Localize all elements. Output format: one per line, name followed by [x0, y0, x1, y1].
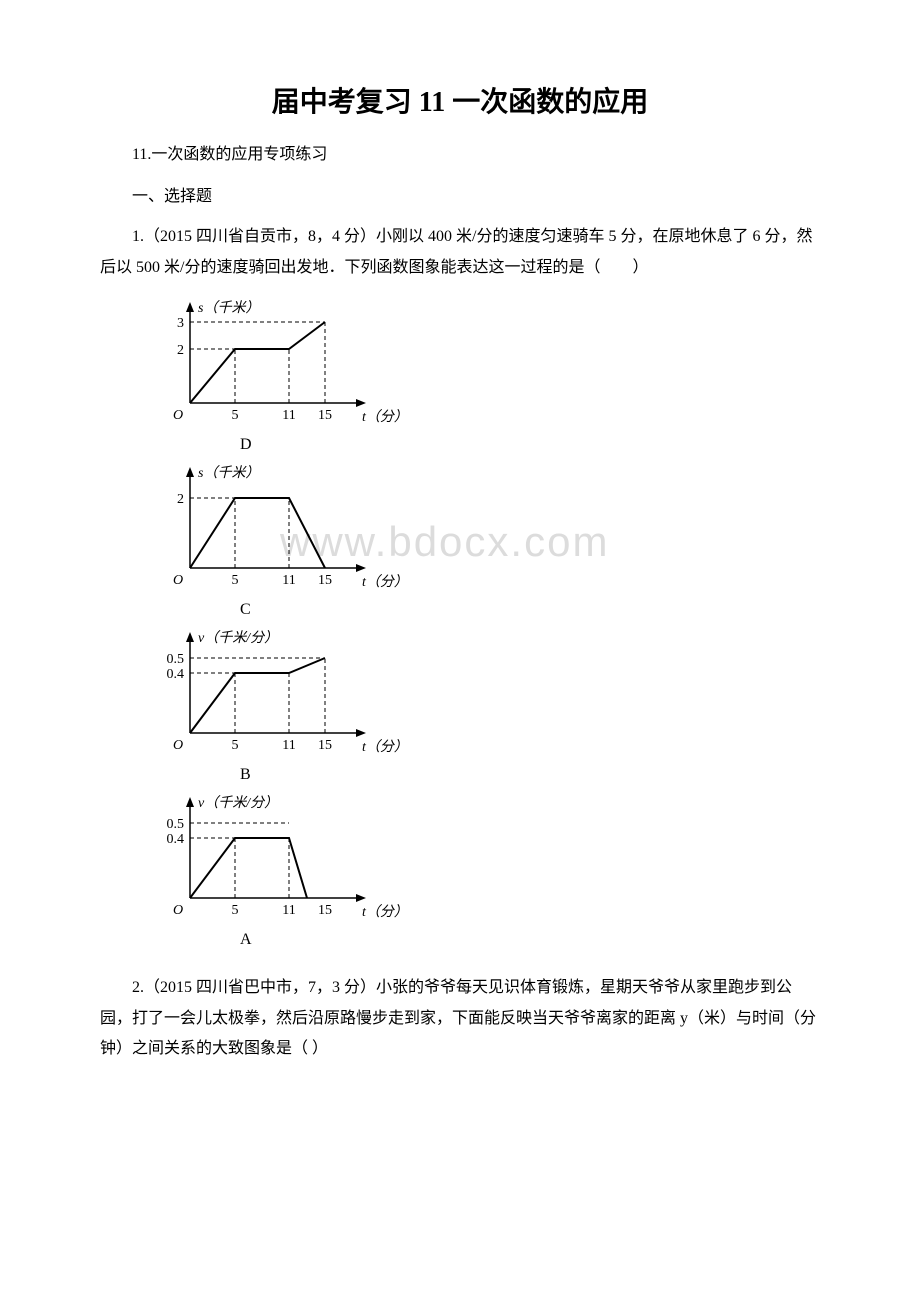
svg-text:t（分）: t（分）	[362, 409, 400, 425]
svg-text:0.5: 0.5	[167, 652, 185, 667]
svg-text:15: 15	[318, 408, 332, 423]
svg-text:15: 15	[318, 903, 332, 918]
svg-text:t（分）: t（分）	[362, 574, 400, 590]
svg-text:O: O	[173, 408, 183, 423]
svg-text:5: 5	[232, 573, 239, 588]
charts-container: s（千米）t（分）O5111523D www.bdocx.com s（千米）t（…	[140, 293, 820, 949]
chart-C: www.bdocx.com s（千米）t（分）O511152C	[140, 458, 820, 619]
svg-text:s（千米）: s（千米）	[198, 300, 259, 316]
svg-text:v（千米/分）: v（千米/分）	[198, 630, 278, 646]
svg-text:t（分）: t（分）	[362, 739, 400, 755]
option-label-B: B	[240, 766, 820, 784]
chart-A: v（千米/分） t（分） O 5 11 15 0.40.5 A	[140, 788, 820, 949]
svg-text:O: O	[173, 903, 183, 918]
svg-text:5: 5	[232, 903, 239, 918]
svg-text:s（千米）: s（千米）	[198, 465, 259, 481]
svg-text:5: 5	[232, 408, 239, 423]
svg-text:5: 5	[232, 738, 239, 753]
svg-text:0.4: 0.4	[167, 667, 185, 682]
chart-B: v（千米/分） t（分） O 5 11 15 0.40.5 B	[140, 623, 820, 784]
svg-text:3: 3	[177, 316, 184, 331]
svg-text:11: 11	[282, 573, 295, 588]
svg-text:0.4: 0.4	[167, 832, 185, 847]
svg-text:O: O	[173, 738, 183, 753]
page-title: 届中考复习 11 一次函数的应用	[100, 80, 820, 120]
svg-text:11: 11	[282, 903, 295, 918]
svg-text:t（分）: t（分）	[362, 904, 400, 920]
document-page: 届中考复习 11 一次函数的应用 11.一次函数的应用专项练习 一、选择题 1.…	[0, 0, 920, 1302]
question-2: 2.（2015 四川省巴中市，7，3 分）小张的爷爷每天见识体育锻炼，星期天爷爷…	[100, 973, 820, 1064]
svg-text:2: 2	[177, 343, 184, 358]
section-heading: 一、选择题	[100, 182, 820, 206]
svg-text:O: O	[173, 573, 183, 588]
svg-text:11: 11	[282, 738, 295, 753]
svg-text:2: 2	[177, 492, 184, 507]
svg-text:15: 15	[318, 738, 332, 753]
svg-text:15: 15	[318, 573, 332, 588]
option-label-D: D	[240, 436, 820, 454]
subtitle: 11.一次函数的应用专项练习	[100, 144, 820, 166]
svg-text:0.5: 0.5	[167, 817, 185, 832]
option-label-A: A	[240, 931, 820, 949]
chart-D: s（千米） t（分） O 5 11 15 2 3 D	[140, 293, 820, 454]
question-1: 1.（2015 四川省自贡市，8，4 分）小刚以 400 米/分的速度匀速骑车 …	[100, 222, 820, 283]
svg-text:v（千米/分）: v（千米/分）	[198, 795, 278, 811]
svg-text:11: 11	[282, 408, 295, 423]
option-label-C: C	[240, 601, 820, 619]
